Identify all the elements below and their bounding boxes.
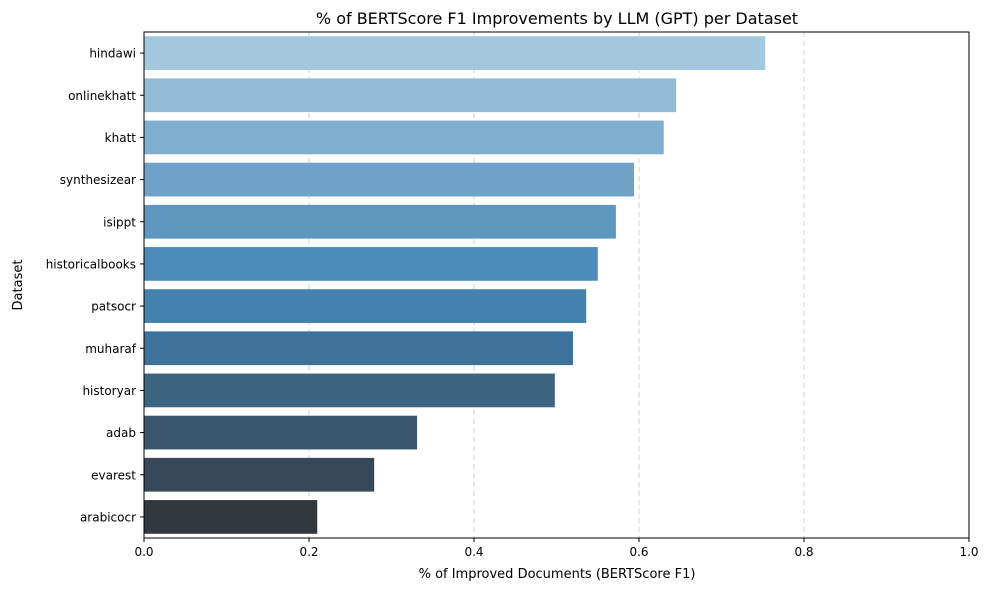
y-tick-label: historicalbooks bbox=[46, 257, 136, 271]
grid-lines bbox=[308, 32, 805, 538]
bar-onlinekhatt bbox=[144, 78, 677, 113]
bar-synthesizear bbox=[144, 162, 635, 197]
chart-title: % of BERTScore F1 Improvements by LLM (G… bbox=[316, 9, 798, 28]
x-tick-label: 1.0 bbox=[959, 545, 978, 559]
x-tick-label: 0.6 bbox=[629, 545, 648, 559]
bar-khatt bbox=[144, 120, 664, 155]
x-tick-label: 0.2 bbox=[299, 545, 318, 559]
bar-historyar bbox=[144, 373, 555, 408]
y-axis-ticks: hindawi onlinekhatt khatt synthesizear isipp… bbox=[46, 47, 144, 524]
y-tick-label: evarest bbox=[91, 468, 136, 482]
x-tick-label: 0.4 bbox=[464, 545, 483, 559]
y-tick-label: onlinekhatt bbox=[68, 89, 136, 103]
bar-hindawi bbox=[144, 36, 766, 70]
y-tick-label: patsocr bbox=[91, 300, 136, 314]
y-tick-label: historyar bbox=[82, 384, 136, 398]
bar-patsocr bbox=[144, 289, 587, 323]
bar-muharaf bbox=[144, 331, 573, 366]
bars bbox=[144, 36, 766, 534]
y-tick-label: adab bbox=[106, 426, 136, 440]
x-tick-label: 0.0 bbox=[134, 545, 153, 559]
bar-arabicocr bbox=[144, 500, 318, 534]
bar-isippt bbox=[144, 204, 616, 239]
y-axis-label: Dataset bbox=[11, 260, 26, 311]
y-tick-label: arabicocr bbox=[80, 510, 136, 524]
y-tick-label: khatt bbox=[105, 131, 137, 145]
y-tick-label: hindawi bbox=[89, 47, 136, 61]
bar-historicalbooks bbox=[144, 247, 598, 281]
x-tick-label: 0.8 bbox=[794, 545, 813, 559]
x-axis-label: % of Improved Documents (BERTScore F1) bbox=[419, 567, 696, 582]
plot-area-frame bbox=[143, 31, 970, 539]
bar-evarest bbox=[144, 457, 375, 492]
y-tick-label: isippt bbox=[103, 215, 136, 229]
y-tick-label: muharaf bbox=[85, 342, 137, 356]
bar-adab bbox=[144, 415, 418, 450]
x-axis-ticks: 0.0 0.2 0.4 0.6 0.8 1.0 bbox=[134, 538, 979, 559]
y-tick-label: synthesizear bbox=[60, 173, 136, 187]
